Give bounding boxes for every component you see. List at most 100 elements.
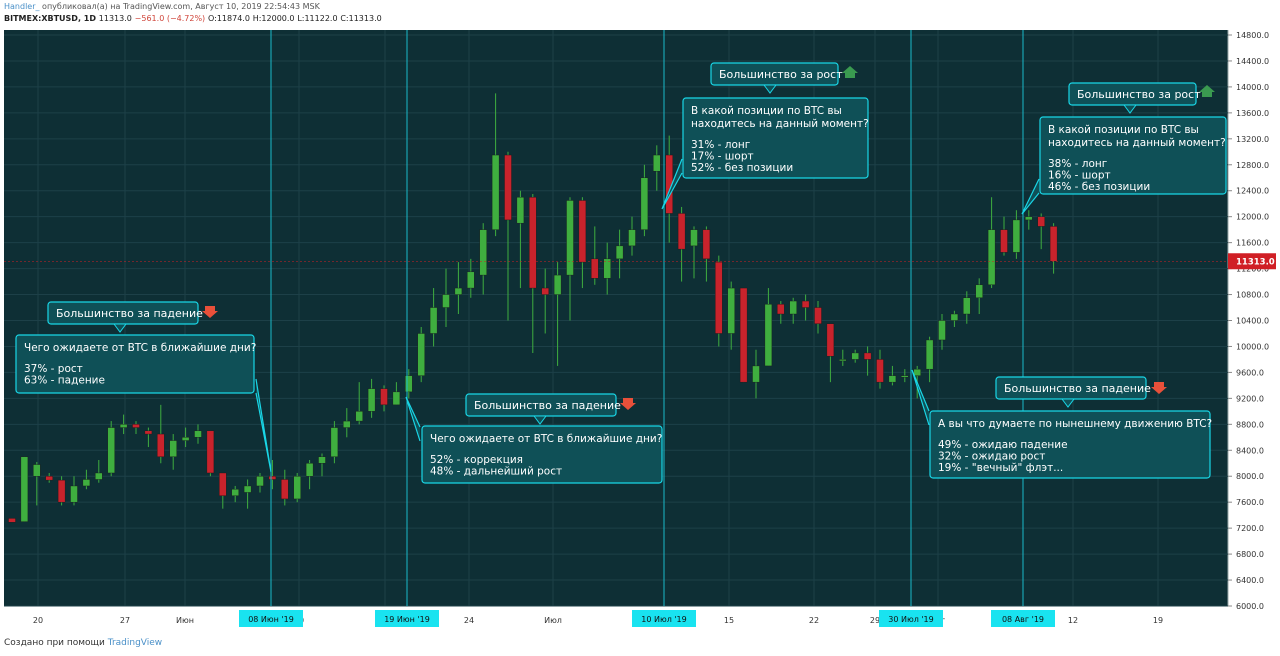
x-tick-label: 29 bbox=[870, 616, 880, 625]
poll-answer: 37% - рост bbox=[24, 363, 83, 375]
candle bbox=[690, 229, 698, 247]
y-tick-label: 6400.0 bbox=[1236, 576, 1264, 585]
y-tick-label: 9600.0 bbox=[1236, 368, 1264, 377]
candle bbox=[231, 489, 239, 496]
sentiment-pointer bbox=[763, 84, 777, 94]
low-value: L:11122.0 bbox=[297, 14, 338, 23]
x-tick-label: 12 bbox=[1068, 616, 1078, 625]
candle bbox=[777, 304, 785, 315]
poll-pointer bbox=[1021, 178, 1040, 215]
poll-callout bbox=[15, 334, 255, 394]
symbol-info: BITMEX:XBTUSD, 1D 11313.0 −561.0 (−4.72%… bbox=[4, 14, 382, 23]
sentiment-pointer bbox=[1061, 398, 1075, 408]
candle bbox=[119, 424, 128, 428]
y-tick-label: 7200.0 bbox=[1236, 524, 1264, 533]
publish-text: опубликовал(а) на TradingView.com, Авгус… bbox=[42, 2, 320, 11]
candle bbox=[615, 245, 624, 260]
poll-question: находитесь на данный момент? bbox=[1048, 137, 1226, 149]
candle bbox=[330, 427, 339, 457]
y-tick-label: 10800.0 bbox=[1236, 291, 1269, 300]
poll-callout bbox=[1039, 116, 1227, 195]
poll-answer: 52% - коррекция bbox=[430, 454, 523, 466]
tradingview-logo[interactable]: TradingView bbox=[107, 638, 163, 648]
candle bbox=[504, 154, 512, 221]
candle bbox=[1049, 226, 1058, 262]
poll-answer: 17% - шорт bbox=[691, 151, 754, 163]
y-tick-label: 6000.0 bbox=[1236, 602, 1264, 611]
candle bbox=[132, 424, 140, 428]
event-date-label: 10 Июл '19 bbox=[641, 615, 686, 624]
footer: Создано при помощи TradingView bbox=[4, 638, 162, 648]
poll-answer: 63% - падение bbox=[24, 375, 105, 387]
candle bbox=[1037, 216, 1045, 227]
candle bbox=[256, 476, 264, 487]
x-tick-label: Июл bbox=[544, 616, 562, 625]
poll-answer: 19% - "вечный" флэт... bbox=[938, 462, 1063, 474]
candle bbox=[293, 476, 301, 500]
candle bbox=[529, 197, 537, 289]
candle bbox=[305, 463, 314, 477]
author-link[interactable]: Handler_ bbox=[4, 2, 40, 11]
candle bbox=[33, 464, 41, 477]
poll-callout bbox=[682, 97, 869, 179]
poll-answer: 32% - ожидаю рост bbox=[938, 451, 1045, 463]
candle bbox=[553, 274, 562, 295]
candle bbox=[417, 333, 425, 376]
arrow-down-icon bbox=[1151, 382, 1167, 394]
poll-callout bbox=[929, 410, 1211, 479]
poll-answer: 48% - дальнейший рост bbox=[430, 466, 562, 478]
candle bbox=[789, 300, 797, 315]
poll-answer: 31% - лонг bbox=[691, 139, 750, 151]
candle bbox=[392, 391, 401, 406]
event-date-tag bbox=[239, 610, 303, 627]
candle bbox=[839, 359, 847, 362]
y-tick-label: 12800.0 bbox=[1236, 161, 1269, 170]
candle bbox=[343, 420, 351, 428]
candle bbox=[1025, 216, 1033, 221]
y-tick-label: 12400.0 bbox=[1236, 187, 1269, 196]
poll-answer: 38% - лонг bbox=[1048, 158, 1107, 170]
candle bbox=[169, 440, 177, 457]
y-tick-label: 14000.0 bbox=[1236, 83, 1269, 92]
candle bbox=[405, 375, 413, 393]
poll-pointer bbox=[661, 158, 683, 210]
candle bbox=[603, 258, 611, 279]
candle bbox=[20, 456, 29, 522]
y-tick-label: 8400.0 bbox=[1236, 446, 1264, 455]
candle bbox=[764, 304, 773, 367]
sentiment-pointer bbox=[113, 323, 127, 333]
candlestick-chart[interactable]: 6000.0 6400.0 6800.0 7200.0 7600.0 8000.0 8400… bbox=[0, 28, 1280, 632]
poll-question: Чего ожидаете от BTC в ближайшие дни? bbox=[430, 433, 662, 445]
candle bbox=[727, 287, 735, 334]
y-tick-label: 12000.0 bbox=[1236, 213, 1269, 222]
candle bbox=[45, 476, 53, 481]
candle bbox=[157, 433, 165, 457]
candle bbox=[987, 229, 996, 286]
y-tick-label: 6800.0 bbox=[1236, 550, 1264, 559]
poll-question: В какой позиции по BTC вы bbox=[691, 105, 842, 117]
candle bbox=[1000, 229, 1008, 253]
poll-answer: 49% - ожидаю падение bbox=[938, 439, 1068, 451]
candle bbox=[677, 213, 686, 250]
candle bbox=[206, 430, 215, 474]
sentiment-text: Большинство за падение bbox=[1004, 382, 1151, 395]
y-tick-label: 9200.0 bbox=[1236, 394, 1264, 403]
poll-question: А вы что думаете по нынешнему движению B… bbox=[938, 418, 1212, 430]
last-price-tag bbox=[1228, 253, 1276, 270]
y-tick-label: 8800.0 bbox=[1236, 420, 1264, 429]
candle bbox=[566, 200, 574, 276]
candle bbox=[876, 359, 884, 383]
sentiment-text: Большинство за рост bbox=[719, 68, 843, 81]
poll-question: Чего ожидаете от BTC в ближайшие дни? bbox=[24, 342, 256, 354]
event-date-label: 08 Авг '19 bbox=[1002, 615, 1044, 624]
high-value: H:12000.0 bbox=[252, 14, 295, 23]
arrow-down-icon bbox=[202, 306, 218, 318]
candle bbox=[1012, 219, 1021, 253]
plot-area bbox=[4, 30, 1228, 606]
event-date-label: 19 Июн '19 bbox=[384, 615, 430, 624]
candle bbox=[653, 154, 661, 172]
publish-info: Handler_ опубликовал(а) на TradingView.c… bbox=[4, 2, 320, 11]
candle bbox=[281, 479, 289, 500]
y-tick-label: 14400.0 bbox=[1236, 57, 1269, 66]
candle bbox=[516, 197, 525, 224]
